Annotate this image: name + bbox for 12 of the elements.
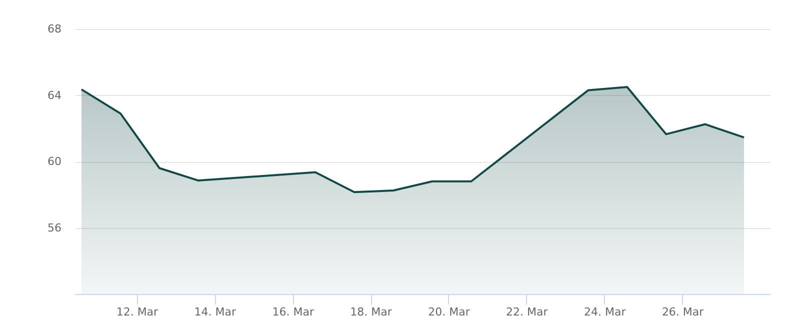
x-tick-label: 24. Mar bbox=[584, 306, 626, 318]
x-tick-label: 26. Mar bbox=[662, 306, 704, 318]
y-tick-label: 56 bbox=[48, 221, 62, 234]
y-tick-label: 64 bbox=[48, 88, 62, 102]
y-tick-label: 60 bbox=[48, 155, 62, 168]
x-tick-label: 16. Mar bbox=[272, 306, 314, 318]
x-tick-label: 22. Mar bbox=[506, 306, 548, 318]
x-tick-label: 14. Mar bbox=[194, 306, 236, 318]
x-tick-label: 12. Mar bbox=[116, 306, 159, 318]
x-tick-label: 18. Mar bbox=[350, 306, 392, 318]
x-tick-label: 20. Mar bbox=[428, 306, 470, 318]
y-tick-label: 68 bbox=[48, 22, 62, 36]
